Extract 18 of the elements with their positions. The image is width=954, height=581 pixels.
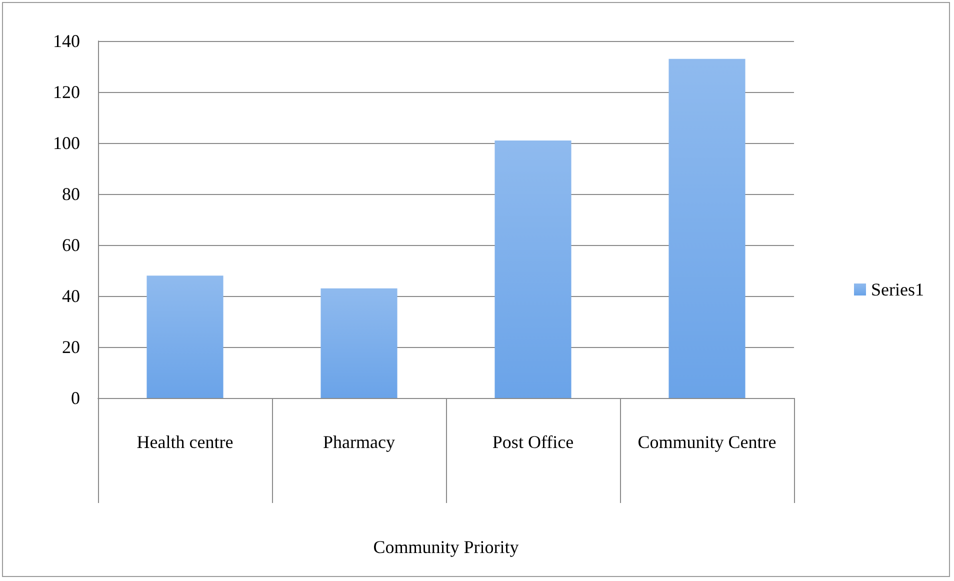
y-tick-label: 40 [62,286,80,306]
x-axis-title: Community Priority [373,537,519,557]
y-tick-label: 120 [53,82,80,102]
x-tick-label: Pharmacy [323,432,395,452]
y-tick-label: 140 [53,31,80,51]
legend-label: Series1 [871,280,924,300]
y-tick-label: 20 [62,337,80,357]
y-tick-label: 60 [62,235,80,255]
x-tick-label: Community Centre [638,432,776,452]
y-tick-label: 0 [71,388,80,408]
bar [668,58,746,398]
bar [494,140,572,398]
y-tick-label: 80 [62,184,80,204]
bar [320,288,398,398]
x-tick-label: Health centre [136,432,234,452]
y-tick-label: 100 [53,133,80,153]
x-tick-label: Post Office [492,432,574,452]
bar [146,276,224,398]
